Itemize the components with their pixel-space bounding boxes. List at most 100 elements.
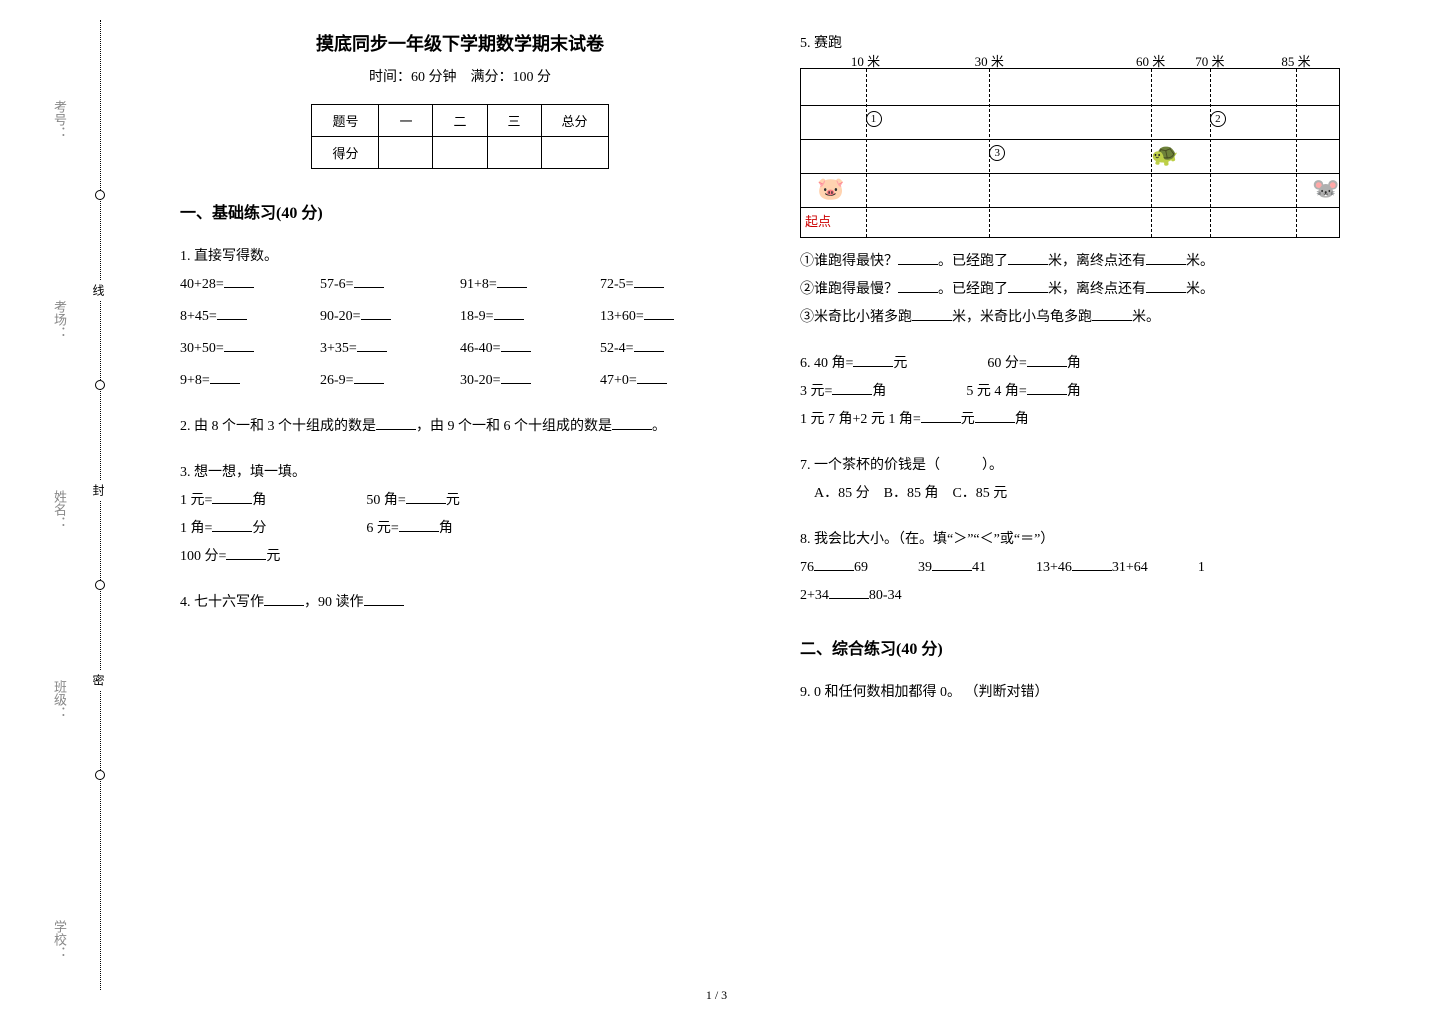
race-tick-label: 30 米 — [975, 49, 1004, 75]
q6-r1-1: 60 分=角 — [987, 350, 1080, 378]
section1-head: 一、基础练习(40 分) — [180, 199, 740, 223]
q8-row2: 2+3480-34 — [800, 582, 1360, 610]
score-h1: 一 — [379, 105, 433, 137]
arith-item: 46-40= — [460, 335, 600, 363]
page-content: 摸底同步一年级下学期数学期末试卷 时间：60 分钟 满分：100 分 题号 一 … — [150, 30, 1390, 990]
binding-circle — [95, 190, 105, 200]
q3-cell: 1 元=角 — [180, 487, 266, 515]
binding-margin: 考号：考场：姓名：班级：学校：线封密 — [50, 20, 110, 990]
q1-grid: 40+28=57-6=91+8=72-5=8+45=90-20=18-9=13+… — [180, 271, 740, 395]
arith-item: 30+50= — [180, 335, 320, 363]
score-cell-3 — [487, 137, 541, 169]
left-column: 摸底同步一年级下学期数学期末试卷 时间：60 分钟 满分：100 分 题号 一 … — [150, 30, 770, 990]
q6-row3: 1 元 7 角+2 元 1 角=元角 — [800, 406, 1360, 434]
arith-item: 8+45= — [180, 303, 320, 331]
q3-cell: 1 角=分 — [180, 515, 266, 543]
arith-item: 72-5= — [600, 271, 740, 299]
q6-row2: 3 元=角 5 元 4 角=角 — [800, 378, 1360, 406]
score-table: 题号 一 二 三 总分 得分 — [311, 104, 608, 169]
q5-line: ②谁跑得最慢？。已经跑了米，离终点还有米。 — [800, 276, 1360, 304]
binding-label: 考场： — [50, 300, 69, 339]
q1: 1. 直接写得数。 40+28=57-6=91+8=72-5=8+45=90-2… — [180, 243, 740, 395]
race-animal-icon: 🐭 — [1312, 175, 1340, 203]
score-h2: 二 — [433, 105, 487, 137]
binding-circle — [95, 380, 105, 390]
race-tick-label: 70 米 — [1195, 49, 1224, 75]
right-column: 5. 赛跑 起点 10 米30 米60 米70 米85 米123🐷🐢🐭 ①谁跑得… — [770, 30, 1390, 990]
race-tick — [1210, 69, 1211, 237]
q3-cell: 50 角=元 — [366, 487, 459, 515]
arith-item: 30-20= — [460, 367, 600, 395]
q3-cell: 100 分=元 — [180, 543, 280, 571]
score-value-row: 得分 — [312, 137, 608, 169]
race-start-label: 起点 — [805, 209, 831, 235]
q8-item: 13+4631+64 — [1036, 554, 1148, 582]
score-header-row: 题号 一 二 三 总分 — [312, 105, 608, 137]
q5: 5. 赛跑 起点 10 米30 米60 米70 米85 米123🐷🐢🐭 ①谁跑得… — [800, 30, 1360, 332]
race-tick — [1296, 69, 1297, 237]
race-tick-label: 60 米 — [1136, 49, 1165, 75]
q5-line: ①谁跑得最快？。已经跑了米，离终点还有米。 — [800, 248, 1360, 276]
binding-label: 考号： — [50, 100, 69, 139]
binding-word: 线 — [90, 280, 107, 300]
score-cell-2 — [433, 137, 487, 169]
q3-label: 3. 想一想，填一填。 — [180, 459, 740, 487]
binding-dotted-line — [100, 20, 101, 990]
q1-label: 1. 直接写得数。 — [180, 243, 740, 271]
race-animal-icon: 🐷 — [817, 175, 845, 203]
q6-row1: 6. 40 角=元 60 分=角 — [800, 350, 1360, 378]
race-diagram: 起点 10 米30 米60 米70 米85 米123🐷🐢🐭 — [800, 68, 1340, 238]
q6-r2-1: 5 元 4 角=角 — [966, 378, 1080, 406]
q8-stem: 8. 我会比大小。（在。填“＞”“＜”或“＝”） — [800, 526, 1360, 554]
section2-head: 二、综合练习(40 分) — [800, 635, 1360, 659]
arith-item: 57-6= — [320, 271, 460, 299]
score-h4: 总分 — [541, 105, 608, 137]
q3-row: 100 分=元 — [180, 543, 740, 571]
q8-item: 3941 — [918, 554, 986, 582]
q6: 6. 40 角=元 60 分=角 3 元=角 5 元 4 角=角 1 元 7 角… — [800, 350, 1360, 434]
q3-row: 1 角=分 6 元=角 — [180, 515, 740, 543]
binding-label: 班级： — [50, 680, 69, 719]
exam-title: 摸底同步一年级下学期数学期末试卷 — [180, 30, 740, 56]
score-h0: 题号 — [312, 105, 379, 137]
q6-r2-0: 3 元=角 — [800, 378, 886, 406]
q3-row: 1 元=角 50 角=元 — [180, 487, 740, 515]
score-cell-4 — [541, 137, 608, 169]
arith-item: 47+0= — [600, 367, 740, 395]
arith-item: 3+35= — [320, 335, 460, 363]
q3-rows: 1 元=角 50 角=元 1 角=分 6 元=角 100 分=元 — [180, 487, 740, 571]
q8: 8. 我会比大小。（在。填“＞”“＜”或“＝”） 7669 3941 13+4631… — [800, 526, 1360, 610]
q8-item: 1 — [1198, 554, 1205, 582]
q5-label: 5. 赛跑 — [800, 30, 1360, 58]
q6-r1-0: 6. 40 角=元 — [800, 350, 907, 378]
q7-options: A．85 分 B．85 角 C．85 元 — [800, 480, 1360, 508]
q3-cell: 6 元=角 — [366, 515, 452, 543]
race-lane — [801, 173, 1339, 174]
q8-item: 7669 — [800, 554, 868, 582]
arith-item: 18-9= — [460, 303, 600, 331]
binding-circle — [95, 580, 105, 590]
q5-lines: ①谁跑得最快？。已经跑了米，离终点还有米。②谁跑得最慢？。已经跑了米，离终点还有… — [800, 248, 1360, 332]
q3: 3. 想一想，填一填。 1 元=角 50 角=元 1 角=分 6 元=角 100 分=元 — [180, 459, 740, 571]
q7: 7. 一个茶杯的价钱是（ ）。 A．85 分 B．85 角 C．85 元 — [800, 452, 1360, 508]
binding-label: 学校： — [50, 920, 69, 959]
binding-label: 姓名： — [50, 490, 69, 529]
arith-item: 13+60= — [600, 303, 740, 331]
arith-item: 52-4= — [600, 335, 740, 363]
race-lane — [801, 139, 1339, 140]
race-tick-label: 85 米 — [1281, 49, 1310, 75]
q5-line: ③米奇比小猪多跑米，米奇比小乌龟多跑米。 — [800, 304, 1360, 332]
race-runner-marker: 2 — [1210, 111, 1226, 127]
score-h3: 三 — [487, 105, 541, 137]
arith-item: 9+8= — [180, 367, 320, 395]
race-runner-marker: 1 — [866, 111, 882, 127]
q9: 9. 0 和任何数相加都得 0。 （判断对错） — [800, 679, 1360, 707]
race-tick-label: 10 米 — [851, 49, 880, 75]
race-animal-icon: 🐢 — [1151, 141, 1179, 169]
race-lane — [801, 105, 1339, 106]
race-lane — [801, 207, 1339, 208]
score-cell-1 — [379, 137, 433, 169]
q8-row1: 7669 3941 13+4631+64 1 — [800, 554, 1360, 582]
score-row-label: 得分 — [312, 137, 379, 169]
binding-word: 封 — [90, 480, 107, 500]
